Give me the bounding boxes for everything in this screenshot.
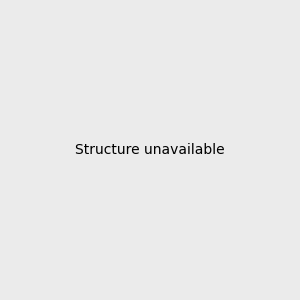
Text: Structure unavailable: Structure unavailable bbox=[75, 143, 225, 157]
